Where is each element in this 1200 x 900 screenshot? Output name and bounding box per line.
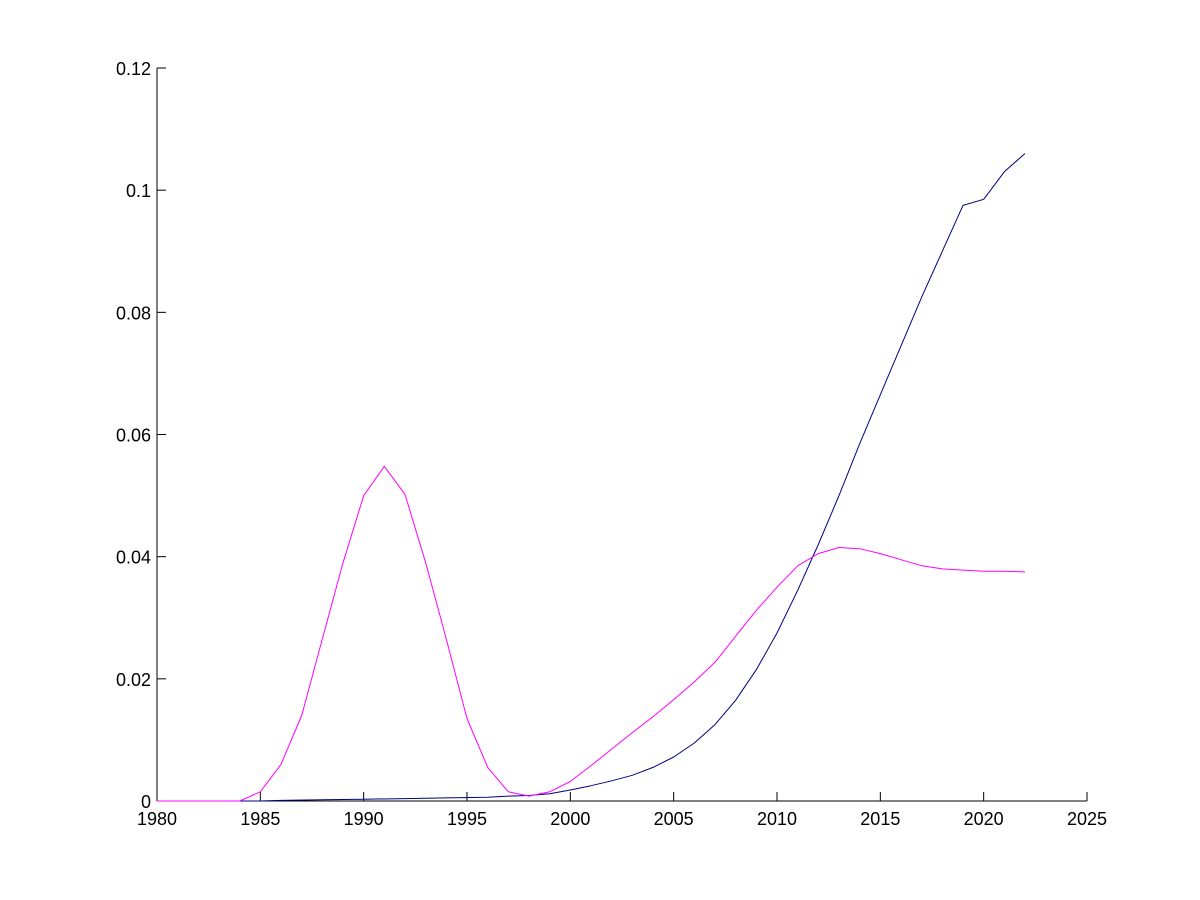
- y-tick-label: 0.1: [126, 181, 151, 201]
- x-tick-label: 2025: [1067, 809, 1107, 829]
- x-tick-label: 2015: [860, 809, 900, 829]
- y-tick-label: 0.08: [116, 303, 151, 323]
- plot-area: [156, 68, 1087, 802]
- x-tick-label: 2000: [550, 809, 590, 829]
- x-tick-label: 1980: [137, 809, 177, 829]
- x-tick-label: 2010: [757, 809, 797, 829]
- x-tick-label: 1990: [344, 809, 384, 829]
- x-tick-label: 1995: [447, 809, 487, 829]
- y-axis-ticks: 0 0.02 0.04 0.06 0.08 0.1 0.12: [116, 59, 166, 812]
- x-axis-ticks: 1980 1985 1990 1995 2000 2005 2010 2015 2020 2025: [137, 792, 1107, 829]
- y-tick-label: 0.02: [116, 670, 151, 690]
- y-tick-label: 0.06: [116, 426, 151, 446]
- x-tick-label: 1985: [240, 809, 280, 829]
- y-tick-label: 0.04: [116, 548, 151, 568]
- y-tick-label: 0: [141, 792, 151, 812]
- series-line-2: [157, 465, 1026, 802]
- x-tick-label: 2020: [964, 809, 1004, 829]
- series-layer: [157, 153, 1026, 802]
- x-tick-label: 2005: [654, 809, 694, 829]
- y-tick-label: 0.12: [116, 59, 151, 79]
- series-line-1: [157, 153, 1026, 802]
